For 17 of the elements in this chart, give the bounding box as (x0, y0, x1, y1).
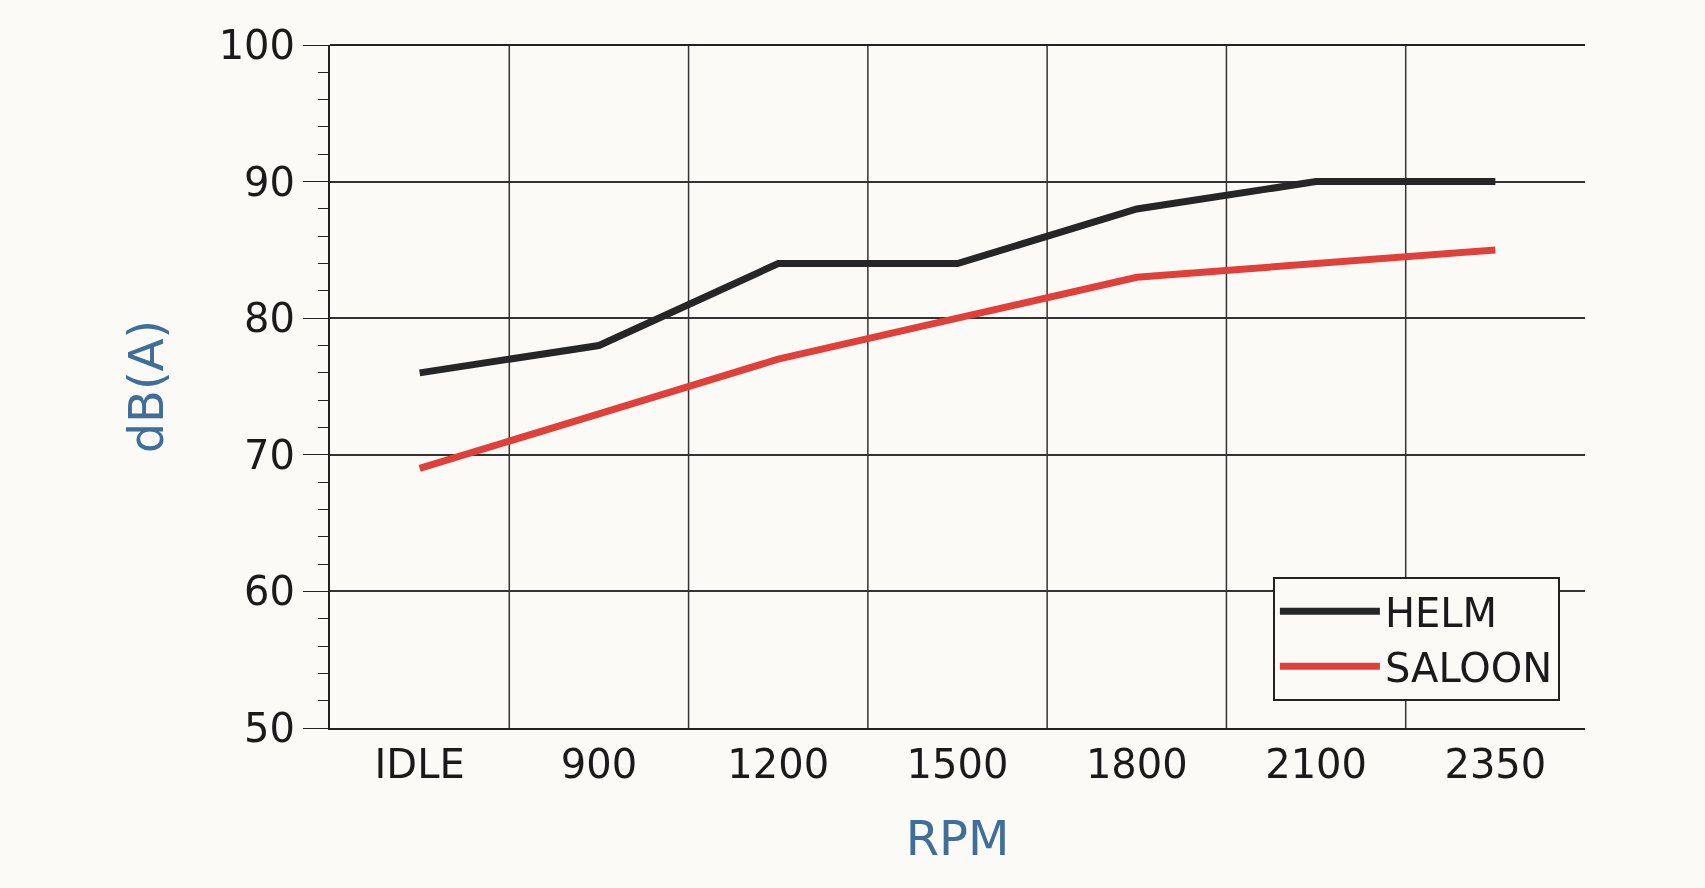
x-tick-label: 2350 (1444, 741, 1547, 787)
x-axis-title: RPM (905, 809, 1010, 866)
x-tick-label: 2100 (1265, 741, 1367, 787)
legend-label: SALOON (1384, 644, 1553, 691)
legend-label: HELM (1384, 589, 1498, 636)
y-tick-label: 60 (244, 568, 295, 615)
y-tick-label: 100 (218, 22, 295, 68)
y-tick-label: 70 (244, 431, 295, 478)
x-tick-label: IDLE (374, 741, 465, 787)
x-tick-label: 1800 (1085, 741, 1188, 787)
y-axis-title: dB(A) (117, 319, 174, 454)
y-tick-label: 50 (244, 705, 295, 751)
x-tick-label: 900 (560, 741, 638, 787)
x-tick-label: 1200 (727, 741, 830, 787)
x-tick-label: 1500 (906, 741, 1009, 787)
y-tick-label: 80 (244, 295, 295, 342)
y-tick-label: 90 (244, 158, 295, 205)
